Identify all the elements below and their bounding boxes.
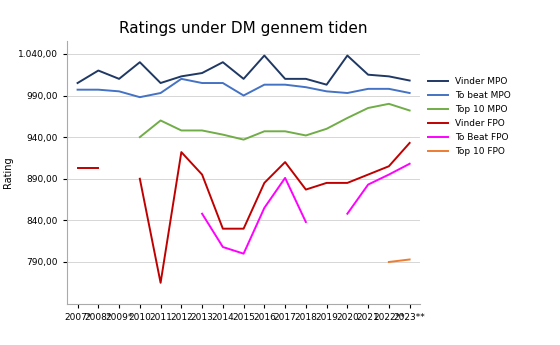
Title: Ratings under DM gennem tiden: Ratings under DM gennem tiden	[119, 21, 368, 36]
Y-axis label: Rating: Rating	[3, 157, 13, 188]
Legend: Vinder MPO, To beat MPO, Top 10 MPO, Vinder FPO, To Beat FPO, Top 10 FPO: Vinder MPO, To beat MPO, Top 10 MPO, Vin…	[428, 77, 511, 156]
